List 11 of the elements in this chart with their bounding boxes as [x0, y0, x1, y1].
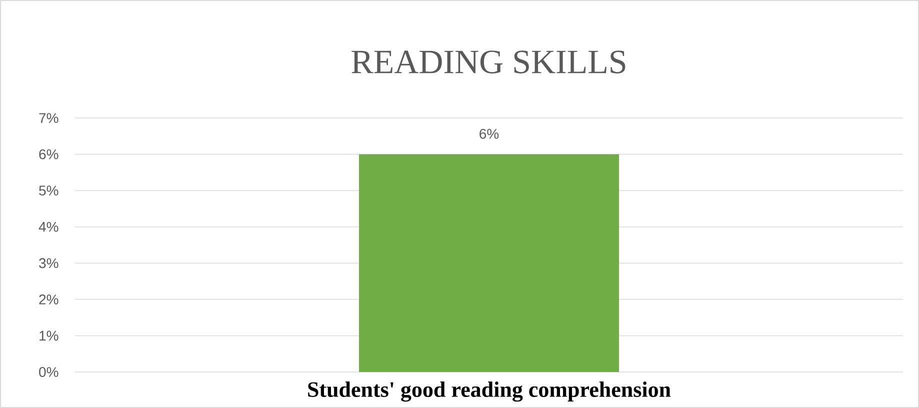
- y-tick-label: 0%: [39, 367, 58, 377]
- y-tick-label: 2%: [39, 294, 58, 304]
- y-tick-label: 4%: [38, 222, 58, 232]
- x-tick-label: Students' good reading comprehension: [308, 382, 671, 402]
- chart-title: READING SKILLS: [352, 50, 626, 74]
- y-tick-label: 1%: [40, 330, 58, 341]
- y-tick-label: 7%: [39, 113, 58, 123]
- y-tick-label: 3%: [39, 258, 58, 268]
- y-tick-label: 6%: [39, 149, 58, 160]
- y-tick-label: 5%: [39, 186, 58, 196]
- data-label: 6%: [480, 128, 499, 139]
